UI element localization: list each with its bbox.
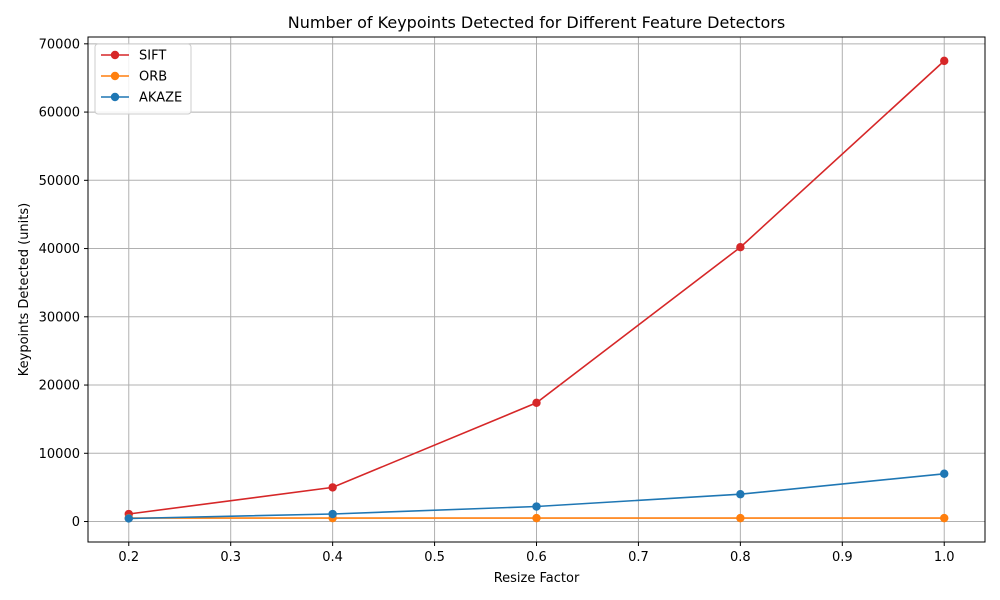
data-point-sift xyxy=(328,483,337,492)
axis-ticks: 0.2 0.3 0.4 0.5 0.6 0.7 0.8 0.9 1.0 0 10000 20000 30… xyxy=(39,37,955,565)
legend: SIFT ORB AKAZE xyxy=(94,43,192,115)
data-point-akaze xyxy=(124,514,133,523)
series-akaze xyxy=(124,469,949,523)
data-point-sift xyxy=(736,242,745,252)
y-axis-title: Keypoints Detected (units) xyxy=(17,203,32,376)
y-tick-label: 40000 xyxy=(39,242,80,257)
legend-marker-sift xyxy=(110,50,120,60)
legend-marker-orb xyxy=(110,71,120,81)
x-tick-label: 0.7 xyxy=(628,550,649,565)
legend-label-orb: ORB xyxy=(139,70,167,85)
x-tick-label: 0.2 xyxy=(118,550,139,565)
data-point-orb xyxy=(940,513,949,523)
series-lines xyxy=(124,56,949,523)
series-sift xyxy=(124,56,949,519)
x-tick-label: 0.6 xyxy=(526,550,547,565)
data-point-orb xyxy=(532,513,541,523)
x-tick-label: 1.0 xyxy=(934,550,955,565)
data-point-akaze xyxy=(940,469,949,478)
chart-title: Number of Keypoints Detected for Differe… xyxy=(288,13,785,32)
x-axis-title: Resize Factor xyxy=(494,571,580,586)
data-point-orb xyxy=(736,513,745,523)
data-point-sift xyxy=(940,56,949,66)
y-tick-label: 10000 xyxy=(39,447,80,462)
y-tick-label: 50000 xyxy=(39,174,80,189)
legend-label-sift: SIFT xyxy=(139,49,166,64)
data-point-akaze xyxy=(736,490,745,499)
data-point-akaze xyxy=(328,509,337,519)
y-tick-label: 30000 xyxy=(39,310,80,325)
y-tick-label: 20000 xyxy=(39,379,80,394)
legend-label-akaze: AKAZE xyxy=(139,91,182,106)
x-tick-label: 0.4 xyxy=(322,550,343,565)
x-tick-label: 0.8 xyxy=(730,550,751,565)
legend-marker-akaze xyxy=(110,92,120,102)
x-tick-label: 0.9 xyxy=(832,550,853,565)
y-tick-label: 60000 xyxy=(39,106,80,121)
data-point-akaze xyxy=(532,502,541,511)
y-tick-label: 70000 xyxy=(39,37,80,52)
x-tick-label: 0.5 xyxy=(424,550,445,565)
data-point-sift xyxy=(532,398,541,407)
x-tick-label: 0.3 xyxy=(220,550,241,565)
y-tick-label: 0 xyxy=(72,515,80,530)
